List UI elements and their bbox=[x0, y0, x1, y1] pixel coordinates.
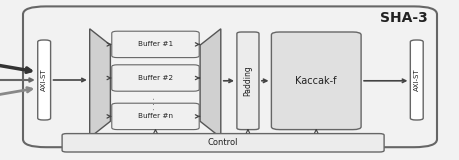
Text: Buffer #2: Buffer #2 bbox=[138, 75, 173, 81]
Text: Buffer #1: Buffer #1 bbox=[138, 41, 173, 47]
FancyBboxPatch shape bbox=[112, 103, 199, 130]
FancyBboxPatch shape bbox=[271, 32, 360, 130]
Polygon shape bbox=[200, 29, 220, 138]
Text: Padding: Padding bbox=[243, 65, 252, 96]
FancyBboxPatch shape bbox=[23, 6, 436, 147]
FancyBboxPatch shape bbox=[409, 40, 422, 120]
FancyBboxPatch shape bbox=[62, 134, 383, 152]
Text: SHA-3: SHA-3 bbox=[379, 11, 427, 25]
Text: · · ·: · · · bbox=[151, 97, 160, 110]
Text: AXI-ST: AXI-ST bbox=[41, 69, 47, 91]
Text: Control: Control bbox=[207, 138, 238, 147]
Text: Buffer #n: Buffer #n bbox=[138, 113, 173, 119]
Polygon shape bbox=[90, 29, 110, 138]
Text: AXI-ST: AXI-ST bbox=[413, 69, 419, 91]
FancyBboxPatch shape bbox=[112, 65, 199, 91]
FancyBboxPatch shape bbox=[38, 40, 50, 120]
Text: Kaccak-f: Kaccak-f bbox=[295, 76, 336, 86]
FancyBboxPatch shape bbox=[112, 31, 199, 58]
FancyBboxPatch shape bbox=[236, 32, 258, 130]
